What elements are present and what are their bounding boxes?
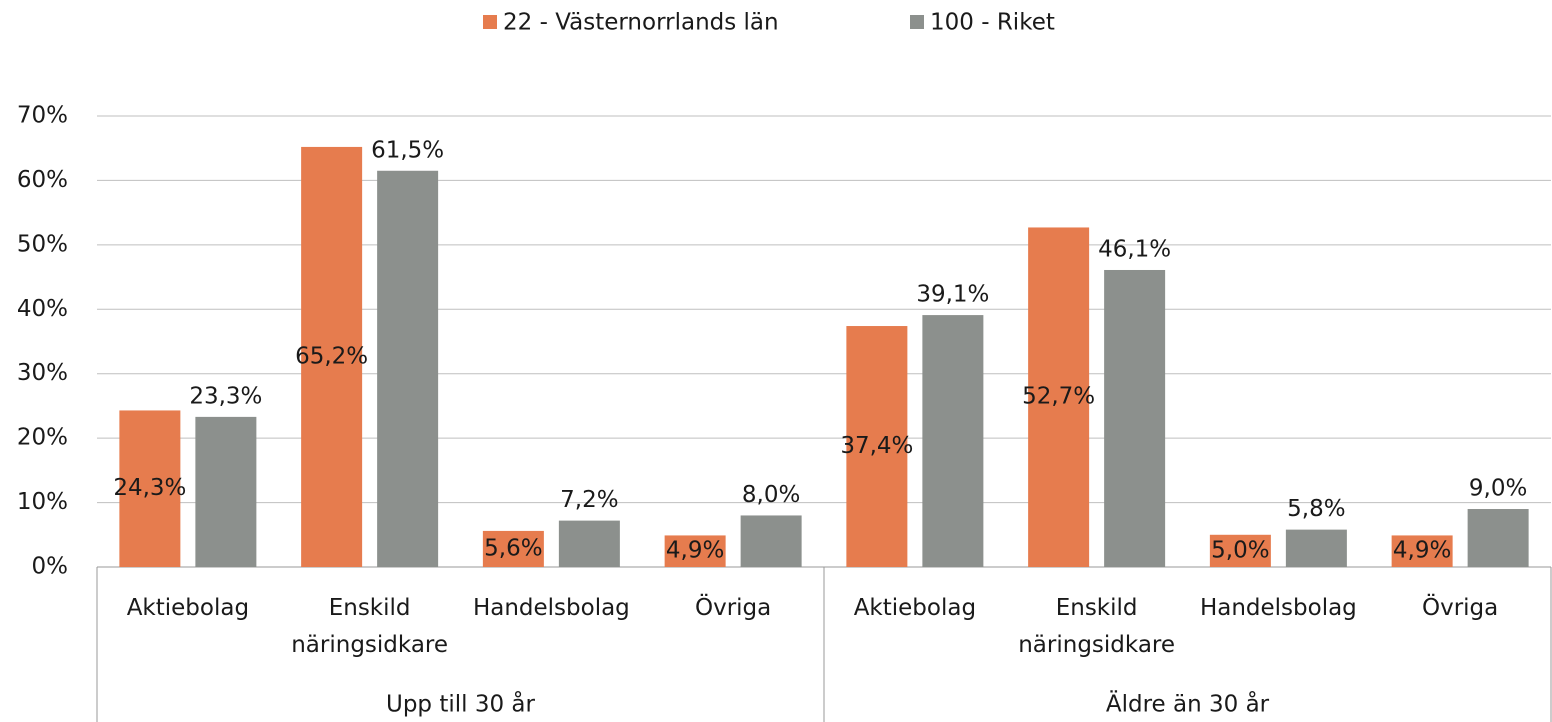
y-tick-label: 20% xyxy=(17,425,68,451)
x-tick-label: Handelsbolag xyxy=(473,595,630,621)
legend-swatch xyxy=(483,15,497,29)
bar xyxy=(195,416,257,567)
bar xyxy=(558,520,620,567)
y-tick-label: 40% xyxy=(17,296,68,322)
data-label: 52,7% xyxy=(1022,384,1095,410)
bar xyxy=(922,315,984,567)
x-tick-label: Enskild näringsidkare xyxy=(291,595,448,658)
bar xyxy=(846,326,908,567)
y-tick-label: 60% xyxy=(17,167,68,193)
y-tick-label: 50% xyxy=(17,231,68,257)
y-tick-label: 30% xyxy=(17,360,68,386)
bar xyxy=(1104,269,1166,567)
data-label: 46,1% xyxy=(1098,236,1171,262)
y-tick-label: 0% xyxy=(32,554,69,580)
data-label: 39,1% xyxy=(916,282,989,308)
bar xyxy=(119,410,181,567)
y-tick-label: 70% xyxy=(17,103,68,129)
bar xyxy=(1028,227,1090,567)
x-tick-label: Övriga xyxy=(1422,593,1498,621)
y-tick-label: 10% xyxy=(17,489,68,515)
data-label: 5,6% xyxy=(484,535,542,561)
legend-label: 22 - Västernorrlands län xyxy=(503,10,779,36)
data-label: 5,8% xyxy=(1287,496,1345,522)
bar xyxy=(740,515,802,567)
legend-swatch xyxy=(910,15,924,29)
x-tick-label: Övriga xyxy=(695,593,771,621)
data-label: 61,5% xyxy=(371,137,444,163)
data-label: 4,9% xyxy=(1393,538,1451,564)
legend-label: 100 - Riket xyxy=(930,10,1055,36)
data-label: 4,9% xyxy=(666,538,724,564)
x-tick-label: Aktiebolag xyxy=(854,595,976,621)
bar xyxy=(1209,534,1271,567)
bar xyxy=(1391,535,1453,567)
bar xyxy=(1467,509,1529,567)
data-label: 7,2% xyxy=(560,487,618,513)
data-label: 5,0% xyxy=(1211,537,1269,563)
data-label: 37,4% xyxy=(840,433,913,459)
bar xyxy=(1285,529,1347,567)
bar xyxy=(482,530,544,567)
bar xyxy=(377,170,439,567)
data-label: 8,0% xyxy=(742,482,800,508)
x-tick-label: Handelsbolag xyxy=(1200,595,1357,621)
bar xyxy=(664,535,726,567)
x-tick-label: Enskild näringsidkare xyxy=(1018,595,1175,658)
bar xyxy=(301,146,363,567)
data-label: 9,0% xyxy=(1469,476,1527,502)
x-tick-label: Aktiebolag xyxy=(127,595,249,621)
data-label: 23,3% xyxy=(189,383,262,409)
data-label: 24,3% xyxy=(113,475,186,501)
group-label: Upp till 30 år xyxy=(386,690,536,718)
data-label: 65,2% xyxy=(295,343,368,369)
group-label: Äldre än 30 år xyxy=(1106,690,1270,718)
